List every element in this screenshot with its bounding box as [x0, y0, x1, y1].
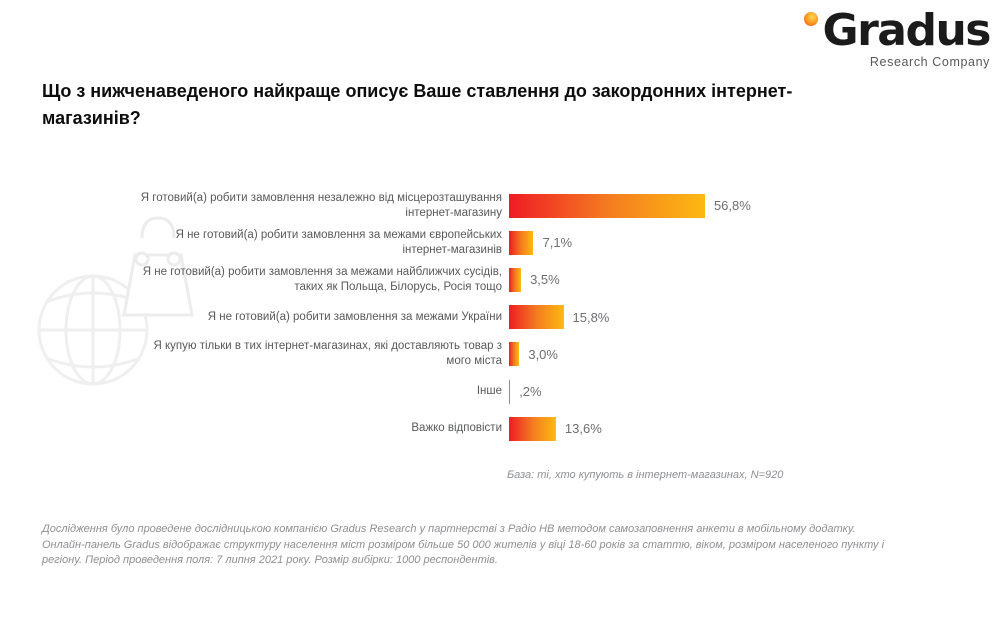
chart-row: Я не готовий(а) робити замовлення за меж…	[0, 224, 1006, 261]
bar	[509, 305, 564, 330]
value-label: 3,0%	[528, 346, 558, 362]
value-label: 13,6%	[564, 421, 602, 437]
category-label: Я не готовий(а) робити замовлення за меж…	[207, 310, 502, 323]
footer-line: Онлайн-панель Gradus відображає структур…	[42, 538, 885, 551]
category-label: Я не готовий(а) робити замовлення за меж…	[142, 265, 502, 293]
value-label: 7,1%	[542, 235, 573, 251]
category-label: Я готовий(а) робити замовлення незалежно…	[140, 191, 502, 219]
logo-subtitle: Research Company	[869, 55, 990, 70]
sample-base-note: База: ті, хто купують в інтернет-магазин…	[507, 469, 784, 481]
category-label: Я купую тільки в тих інтернет-магазинах,…	[153, 340, 503, 368]
gradus-logo: Gradus Research Company	[802, 5, 991, 70]
bar	[509, 193, 705, 218]
category-label: Важко відповісти	[411, 422, 502, 435]
chart-row: Я не готовий(а) робити замовлення за меж…	[0, 299, 1006, 336]
value-label: 56,8%	[713, 198, 751, 214]
footer-line: Дослідження було проведене дослідницькою…	[42, 523, 856, 535]
bar-chart: Я готовий(а) робити замовлення незалежно…	[0, 187, 1006, 447]
bar	[509, 342, 520, 367]
chart-row: Я готовий(а) робити замовлення незалежно…	[0, 187, 1006, 224]
footer-line: регіону. Період проведення поля: 7 липня…	[42, 554, 498, 566]
value-label: ,2%	[519, 384, 542, 400]
category-label: Я не готовий(а) робити замовлення за меж…	[175, 228, 502, 256]
value-label: 15,8%	[572, 309, 610, 325]
chart-row: Інше ,2%	[0, 373, 1006, 410]
bar	[509, 230, 534, 255]
methodology-footer: Дослідження було проведене дослідницькою…	[42, 522, 952, 569]
category-label: Інше	[476, 385, 502, 398]
logo-degree-dot-icon	[804, 12, 819, 26]
bar	[509, 379, 511, 404]
page-title: Що з нижченаведеного найкраще описує Ваш…	[42, 81, 793, 128]
chart-row: Важко відповісти 13,6%	[0, 410, 1006, 447]
chart-row: Я купую тільки в тих інтернет-магазинах,…	[0, 336, 1006, 373]
logo-wordmark: Gradus	[802, 5, 991, 56]
bar	[509, 267, 522, 292]
bar	[509, 416, 556, 441]
value-label: 3,5%	[530, 272, 560, 288]
logo-text: Gradus	[822, 5, 991, 56]
chart-row: Я не готовий(а) робити замовлення за меж…	[0, 261, 1006, 298]
